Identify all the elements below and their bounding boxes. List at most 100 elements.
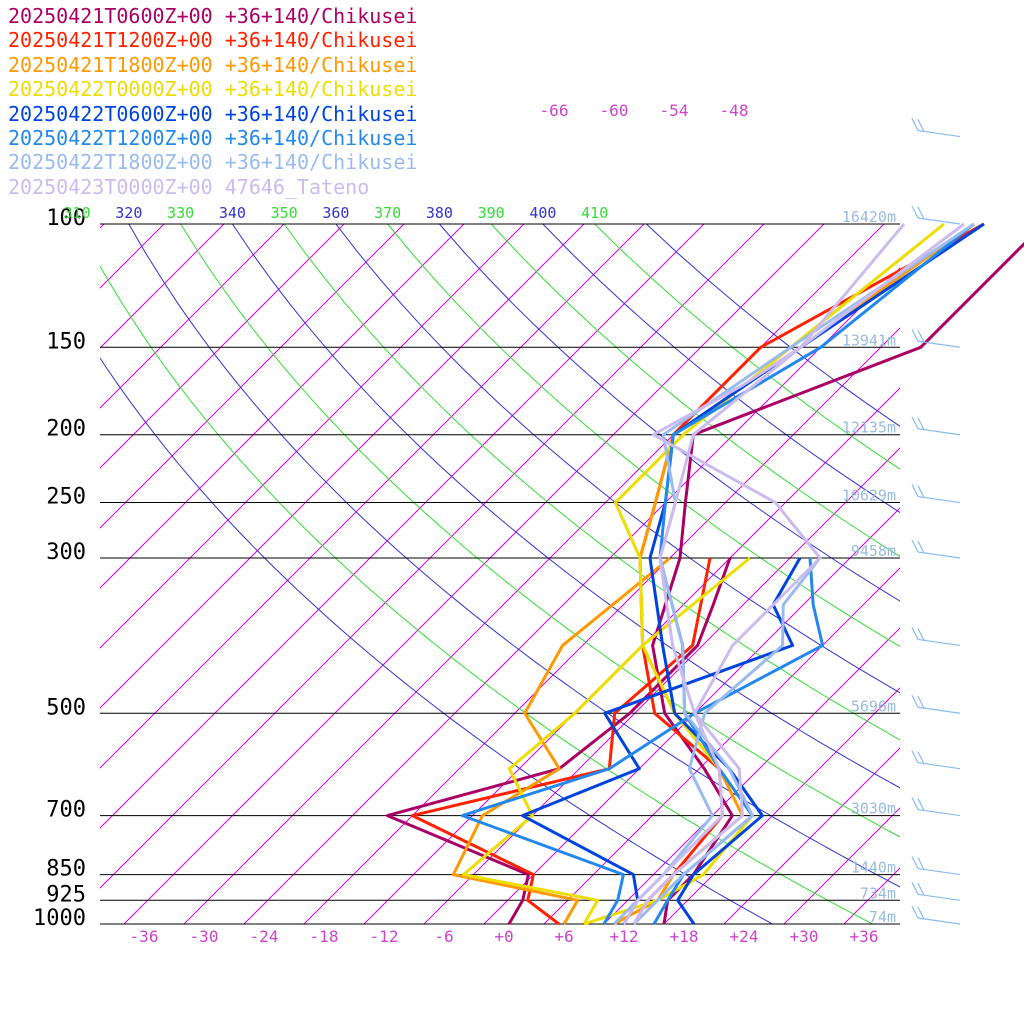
wind-barb bbox=[911, 539, 961, 559]
wind-barb-flag bbox=[911, 905, 919, 919]
pressure-tick-label: 200 bbox=[46, 417, 86, 442]
pressure-tick-label: 700 bbox=[46, 798, 86, 823]
isotherm-line bbox=[100, 224, 705, 829]
height-label: 3030m bbox=[851, 800, 896, 818]
height-label: 74m bbox=[869, 908, 896, 926]
wind-barb bbox=[911, 750, 961, 770]
temperature-tick-label: -36 bbox=[130, 927, 159, 946]
wind-barb-flag bbox=[917, 417, 925, 430]
wind-barb-flag bbox=[911, 882, 919, 895]
isotherm-line bbox=[100, 224, 525, 649]
dry-adiabat-line bbox=[646, 224, 900, 427]
wind-barb-flag bbox=[911, 750, 919, 763]
wind-barb bbox=[911, 797, 961, 817]
legend-entry: 20250423T0000Z+00 47646_Tateno bbox=[8, 174, 370, 199]
temperature-tick-label: -24 bbox=[250, 927, 279, 946]
wind-barb bbox=[911, 905, 961, 925]
legend-entry: 20250422T0000Z+00 +36+140/Chikusei bbox=[8, 77, 418, 102]
isotherm-line bbox=[0, 224, 44, 924]
isotherm-line bbox=[123, 224, 825, 924]
height-label: 13941m bbox=[842, 331, 896, 349]
sounding-traces bbox=[385, 222, 1024, 926]
isotherm-line bbox=[100, 224, 585, 709]
wind-barb bbox=[911, 882, 961, 901]
theta-label: 360 bbox=[322, 204, 349, 222]
pressure-tick-label: 100 bbox=[46, 206, 86, 231]
pressure-tick-label: 850 bbox=[46, 857, 86, 882]
wind-barb bbox=[911, 416, 961, 436]
temperature-tick-label: -30 bbox=[190, 927, 219, 946]
wind-barb-flag bbox=[911, 539, 919, 553]
temperature-trace bbox=[632, 222, 965, 925]
wind-barb-flag bbox=[917, 329, 925, 343]
isotherm-line bbox=[100, 224, 645, 769]
wind-barb-flag bbox=[917, 751, 925, 764]
wind-barb-flag bbox=[911, 484, 919, 497]
wind-barb-flag bbox=[911, 627, 919, 640]
temperature-tick-label: +24 bbox=[730, 927, 759, 946]
dewpoint-trace bbox=[451, 556, 671, 925]
wind-barb bbox=[911, 627, 961, 647]
dry-adiabat-line bbox=[542, 224, 900, 514]
legend-entry: 20250422T1800Z+00 +36+140/Chikusei bbox=[8, 150, 418, 175]
dry-adiabat-grid bbox=[100, 224, 900, 924]
isotherm-line bbox=[543, 567, 900, 924]
wind-barb-shaft bbox=[917, 551, 961, 559]
wind-barb-flag bbox=[911, 328, 919, 342]
wind-barb-shaft bbox=[917, 495, 961, 504]
wind-barb-flag bbox=[917, 906, 925, 920]
wind-barb-shaft bbox=[917, 217, 961, 225]
legend: 20250421T0600Z+00 +36+140/Chikusei 202504… bbox=[8, 4, 417, 199]
isobar-grid bbox=[100, 223, 900, 925]
wind-barb-shaft bbox=[917, 340, 961, 348]
theta-label: 350 bbox=[271, 204, 298, 222]
theta-label: 310 bbox=[64, 204, 91, 222]
wind-barb-shaft bbox=[917, 428, 961, 436]
wind-barb-flag bbox=[917, 119, 925, 132]
dry-adiabat-line bbox=[335, 224, 900, 694]
temperature-tick-label: +36 bbox=[850, 927, 879, 946]
wind-barb bbox=[911, 484, 961, 504]
isotherm-line bbox=[363, 387, 900, 924]
legend-entry: 20250421T1200Z+00 +36+140/Chikusei bbox=[8, 28, 418, 53]
wind-barb-shaft bbox=[917, 808, 961, 817]
height-label: 9458m bbox=[851, 542, 896, 560]
wind-barb-shaft bbox=[917, 867, 961, 876]
wind-barb bbox=[911, 205, 961, 225]
pressure-tick-label: 300 bbox=[46, 540, 86, 565]
height-label: 12135m bbox=[842, 419, 896, 437]
isotherm-grid bbox=[0, 224, 1024, 924]
wind-barb-shaft bbox=[917, 638, 961, 647]
upper-isotherm-label: -48 bbox=[720, 101, 749, 120]
wind-barb-flag bbox=[911, 695, 919, 708]
theta-label: 390 bbox=[478, 204, 505, 222]
dry-adiabat-line bbox=[180, 224, 900, 838]
isotherm-line bbox=[723, 747, 900, 924]
wind-barb-flag bbox=[911, 856, 919, 869]
wind-barb-flag bbox=[917, 798, 925, 811]
isotherm-line bbox=[303, 327, 900, 924]
temperature-tick-label: +6 bbox=[554, 927, 573, 946]
isotherm-line bbox=[243, 267, 900, 924]
dewpoint-trace bbox=[410, 557, 712, 926]
wind-barb-shaft bbox=[917, 917, 961, 925]
dry-adiabat-line bbox=[128, 224, 900, 888]
pressure-tick-label: 150 bbox=[46, 329, 86, 354]
wind-barb-shaft bbox=[917, 893, 961, 901]
dewpoint-trace bbox=[461, 556, 751, 925]
theta-label: 400 bbox=[529, 204, 556, 222]
wind-barb-flag bbox=[911, 205, 919, 219]
theta-label: 330 bbox=[167, 204, 194, 222]
pressure-tick-label: 250 bbox=[46, 485, 86, 510]
legend-entry: 20250421T0600Z+00 +36+140/Chikusei bbox=[8, 4, 418, 28]
temperature-tick-label: +30 bbox=[790, 927, 819, 946]
isotherm-line bbox=[964, 224, 1024, 924]
isotherm-line bbox=[100, 224, 225, 349]
wind-barb-flag bbox=[917, 540, 925, 554]
pressure-tick-label: 1000 bbox=[33, 906, 86, 931]
dewpoint-trace bbox=[622, 223, 906, 925]
temperature-trace bbox=[583, 222, 945, 926]
temperature-tick-label: -6 bbox=[434, 927, 453, 946]
wind-barb-flag bbox=[911, 416, 919, 429]
